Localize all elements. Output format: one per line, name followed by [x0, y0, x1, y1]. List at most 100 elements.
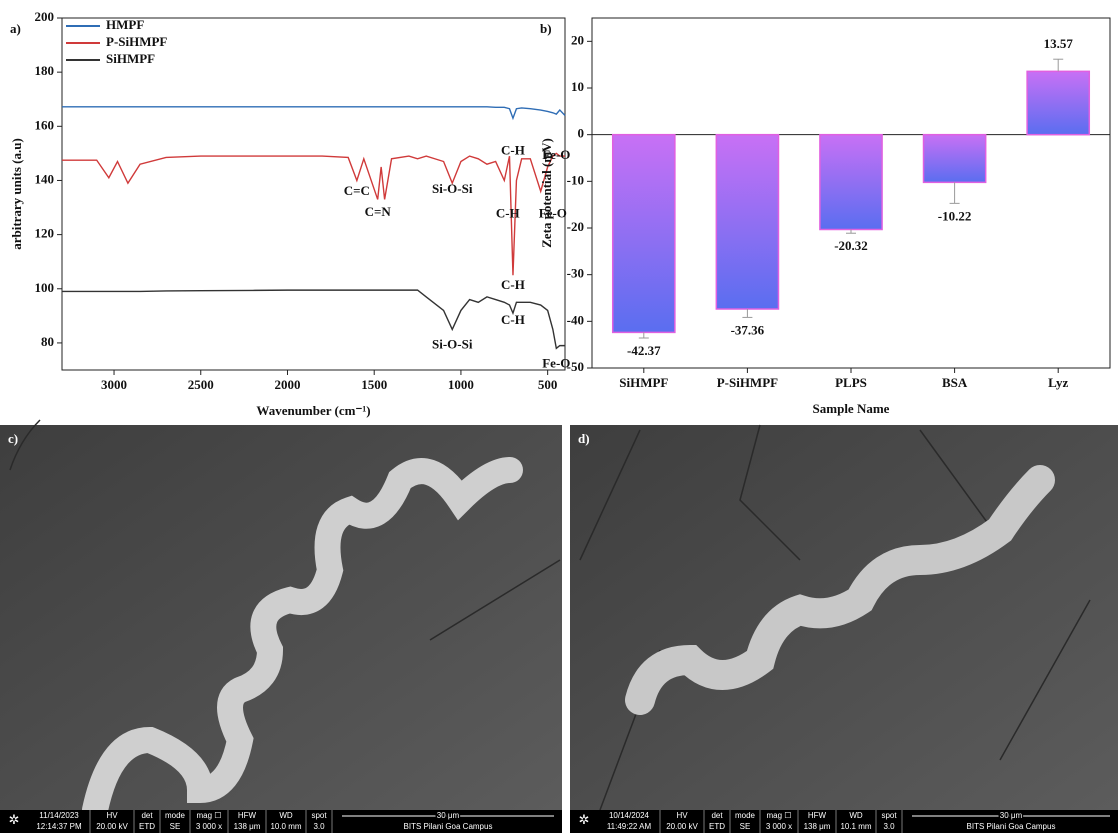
- info-value: 10.1 mm: [840, 822, 871, 831]
- bar: [922, 133, 987, 184]
- y-tick-label: 10: [571, 79, 584, 94]
- y-tick-label: 180: [35, 63, 55, 78]
- y-axis-title: Zeta potential (mV): [539, 138, 554, 248]
- y-tick-label: -30: [567, 266, 584, 281]
- y-tick-label: 200: [35, 9, 55, 24]
- x-axis-title: Sample Name: [813, 401, 890, 416]
- y-tick-label: 20: [571, 32, 584, 47]
- info-bar: 11/14/2023 12:14:37 PM HV 20.00 kV det ETD mod…: [0, 810, 562, 833]
- value-label: -10.22: [938, 208, 972, 223]
- annotation: Fe-O: [542, 356, 570, 371]
- info-value: ETD: [139, 822, 155, 831]
- info-value: 3 000 x: [196, 822, 222, 831]
- info-header: HV: [106, 811, 118, 820]
- info-value: 138 μm: [804, 822, 831, 831]
- spectrum-line: [62, 289, 565, 350]
- annotation: Si-O-Si: [432, 181, 473, 196]
- info-value: 10.0 mm: [270, 822, 301, 831]
- panel-label: b): [540, 21, 552, 36]
- value-label: 13.57: [1044, 36, 1074, 51]
- scale-label: 30 μm: [1000, 811, 1023, 820]
- annotation: C-H: [501, 277, 525, 292]
- y-tick-label: -40: [567, 312, 584, 327]
- legend-label: P-SiHMPF: [106, 34, 167, 49]
- info-value: SE: [740, 822, 751, 831]
- x-tick-label: 2000: [274, 377, 300, 392]
- info-header: 10/14/2024: [609, 811, 650, 820]
- info-header: HV: [676, 811, 688, 820]
- logo: ✲: [9, 812, 20, 827]
- info-value: 3 000 x: [766, 822, 792, 831]
- x-tick-label: P-SiHMPF: [717, 375, 778, 390]
- x-tick-label: 3000: [101, 377, 127, 392]
- legend-label: SiHMPF: [106, 51, 155, 66]
- bar: [715, 133, 780, 310]
- x-tick-label: 1500: [361, 377, 387, 392]
- bar: [611, 133, 676, 334]
- x-tick-label: Lyz: [1048, 375, 1068, 390]
- annotation: C=C: [344, 183, 370, 198]
- y-tick-label: 120: [35, 226, 55, 241]
- y-tick-label: -10: [567, 172, 584, 187]
- info-header: mag ☐: [197, 811, 222, 820]
- value-label: -37.36: [731, 322, 765, 337]
- annotation: Fe-O: [539, 205, 567, 220]
- x-axis-title: Wavenumber (cm⁻¹): [256, 403, 370, 418]
- bar: [819, 133, 883, 231]
- panel-label: c): [8, 431, 18, 446]
- panel-label: d): [578, 431, 590, 446]
- x-tick-label: 2500: [188, 377, 214, 392]
- annotation: C-H: [496, 205, 520, 220]
- info-header: mode: [165, 811, 186, 820]
- annotation: Si-O-Si: [432, 337, 473, 352]
- info-value: 3.0: [883, 822, 895, 831]
- x-tick-label: SiHMPF: [619, 375, 668, 390]
- y-tick-label: 0: [578, 126, 585, 141]
- spectrum-line: [62, 106, 566, 121]
- info-value: 3.0: [313, 822, 325, 831]
- info-header: 11/14/2023: [39, 811, 79, 820]
- y-tick-label: -50: [567, 359, 584, 374]
- x-tick-label: 1000: [448, 377, 474, 392]
- x-tick-label: BSA: [942, 375, 968, 390]
- annotation: C-H: [501, 312, 525, 327]
- info-header: HFW: [238, 811, 257, 820]
- info-header: WD: [279, 811, 293, 820]
- info-value: 11:49:22 AM: [607, 822, 652, 831]
- info-header: mag ☐: [767, 811, 792, 820]
- bar: [1026, 70, 1091, 136]
- info-header: spot: [881, 811, 897, 820]
- y-tick-label: -20: [567, 219, 584, 234]
- y-tick-label: 100: [35, 280, 55, 295]
- x-tick-label: PLPS: [835, 375, 867, 390]
- info-header: HFW: [808, 811, 827, 820]
- info-value: 12:14:37 PM: [36, 822, 82, 831]
- info-value: ETD: [709, 822, 725, 831]
- info-value: 20.00 kV: [666, 822, 698, 831]
- info-header: det: [711, 811, 723, 820]
- value-label: -42.37: [627, 343, 661, 358]
- logo: ✲: [579, 812, 590, 827]
- info-header: mode: [735, 811, 756, 820]
- info-bar: 10/14/2024 11:49:22 AM HV 20.00 kV det ETD mod…: [570, 810, 1118, 833]
- plot-frame: [61, 17, 566, 371]
- scale-label: 30 μm: [437, 811, 460, 820]
- spectrum-line: [62, 152, 565, 276]
- sem-image: [570, 424, 1118, 811]
- y-tick-label: 140: [35, 171, 55, 186]
- info-value: 138 μm: [234, 822, 261, 831]
- info-header: spot: [311, 811, 327, 820]
- annotation: Fe-O: [542, 147, 570, 162]
- info-header: WD: [849, 811, 863, 820]
- legend-label: HMPF: [106, 17, 144, 32]
- info-value: SE: [170, 822, 181, 831]
- info-header: det: [141, 811, 153, 820]
- value-label: -20.32: [834, 238, 868, 253]
- y-tick-label: 160: [35, 117, 55, 132]
- institution: BITS Pilani Goa Campus: [967, 822, 1056, 831]
- annotation: C=N: [365, 204, 392, 219]
- institution: BITS Pilani Goa Campus: [404, 822, 493, 831]
- y-axis-title: arbitrary units (a.u): [9, 138, 24, 250]
- panel-label: a): [10, 21, 21, 36]
